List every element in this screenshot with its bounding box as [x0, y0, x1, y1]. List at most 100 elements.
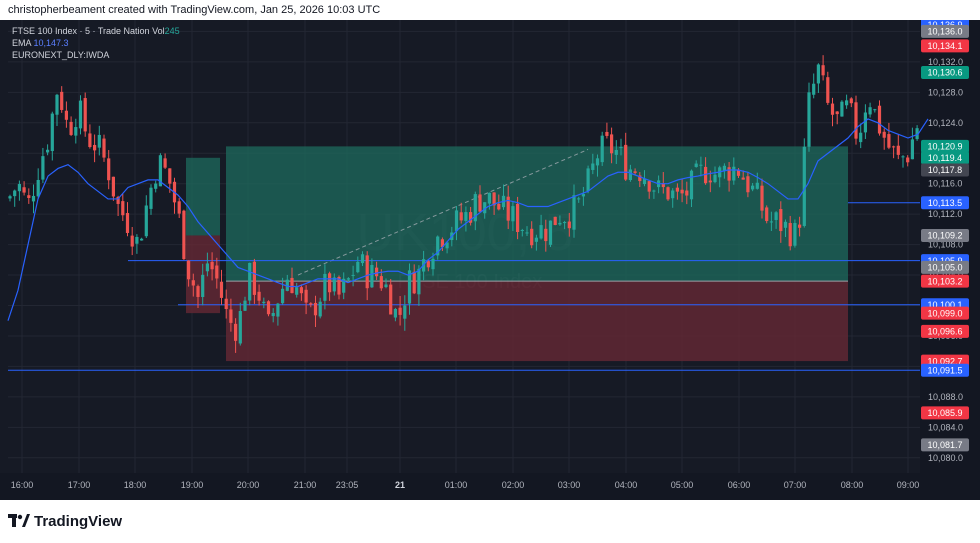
- price-badge: 10,109.2: [921, 228, 969, 242]
- candle-body: [389, 284, 393, 315]
- price-badge-bg: [921, 139, 969, 153]
- candle: [50, 111, 54, 161]
- candle-body: [534, 237, 538, 242]
- candle-body: [328, 273, 332, 293]
- candle: [572, 184, 576, 238]
- candle: [243, 296, 247, 312]
- candle-body: [342, 278, 346, 293]
- candle: [765, 205, 769, 224]
- candle: [412, 264, 416, 295]
- candle-body: [473, 194, 477, 222]
- candle: [534, 234, 538, 251]
- candle: [732, 157, 736, 185]
- candle-body: [539, 225, 543, 239]
- price-tick-label: 10,128.0: [928, 87, 963, 97]
- candle: [896, 134, 900, 160]
- candle-body: [78, 100, 83, 129]
- candle: [403, 295, 407, 331]
- candle: [121, 193, 125, 221]
- candle: [290, 267, 294, 294]
- candle: [389, 278, 393, 315]
- price-badge-label: 10,117.8: [928, 165, 962, 175]
- candle: [360, 251, 365, 267]
- candle-body: [83, 98, 87, 132]
- price-badge-bg: [921, 363, 969, 377]
- candle-body: [69, 121, 73, 135]
- candle-body: [840, 101, 844, 117]
- candle-body: [708, 180, 712, 183]
- candle: [318, 297, 322, 319]
- candle-body: [595, 158, 600, 166]
- candle-body: [647, 181, 651, 192]
- candle: [530, 221, 534, 249]
- price-badge-bg: [921, 163, 969, 177]
- candle-body: [417, 268, 421, 295]
- candle-body: [459, 212, 463, 221]
- credit-text: christopherbeament created with TradingV…: [8, 4, 381, 16]
- candle: [520, 228, 524, 237]
- candle-body: [652, 190, 656, 192]
- candle: [877, 100, 882, 136]
- candle-body: [628, 169, 632, 181]
- legend-overlay: EURONEXT_DLY:IWDA: [12, 50, 110, 60]
- candle: [78, 95, 83, 135]
- candle: [445, 241, 449, 254]
- candle: [238, 302, 242, 346]
- candle: [675, 183, 679, 200]
- price-badge-bg: [921, 274, 969, 288]
- candle-body: [464, 212, 468, 221]
- candle-body: [125, 213, 130, 233]
- candle-body: [219, 281, 224, 298]
- price-badge-label: 10,085.9: [927, 408, 962, 418]
- footer: TradingView: [0, 500, 980, 543]
- candle: [13, 189, 17, 207]
- candle-body: [299, 287, 303, 294]
- candle-body: [830, 103, 835, 115]
- candle: [910, 127, 914, 160]
- time-tick-label: 21:00: [294, 480, 317, 490]
- price-badge-bg: [921, 151, 969, 165]
- candle-body: [769, 221, 773, 223]
- candle-body: [88, 133, 92, 147]
- candle-body: [375, 267, 379, 277]
- credit-bar: christopherbeament created with TradingV…: [0, 0, 980, 20]
- candle: [31, 184, 36, 214]
- candle: [41, 147, 45, 184]
- candle-body: [276, 303, 280, 317]
- candle: [459, 202, 463, 224]
- candle-body: [130, 235, 134, 247]
- candle-body: [736, 169, 741, 176]
- candle-body: [558, 222, 562, 225]
- candle: [299, 284, 303, 301]
- candle: [149, 184, 153, 215]
- chart-area[interactable]: UK100, 5FTSE 100 Index10,136.010,132.010…: [0, 20, 980, 500]
- legend-vol-label: Vol: [152, 26, 165, 36]
- candle-body: [229, 309, 233, 323]
- price-badge-label: 10,134.1: [927, 41, 962, 51]
- candle: [309, 302, 313, 308]
- price-badge-bg: [921, 406, 969, 420]
- candle: [553, 216, 557, 226]
- candle-body: [346, 278, 350, 280]
- candle-body: [93, 144, 97, 151]
- candle-body: [506, 196, 510, 221]
- candle-body: [906, 157, 910, 163]
- candle: [854, 95, 858, 145]
- candle: [107, 150, 111, 190]
- candle: [647, 179, 651, 199]
- candle-body: [111, 176, 115, 197]
- price-tick-label: 10,108.0: [928, 240, 963, 250]
- candlestick-chart[interactable]: UK100, 5FTSE 100 Index10,136.010,132.010…: [0, 20, 980, 500]
- candle-body: [351, 274, 355, 276]
- candle-body: [74, 127, 78, 136]
- candle-body: [516, 203, 520, 233]
- candle: [125, 202, 130, 237]
- candle: [619, 138, 623, 156]
- price-tick-label: 10,116.0: [928, 179, 962, 189]
- price-badge: 10,120.9: [921, 139, 969, 153]
- candle-body: [581, 194, 585, 197]
- brand-name[interactable]: TradingView: [34, 513, 123, 530]
- candle-body: [191, 280, 195, 286]
- candle: [417, 265, 421, 306]
- candle: [93, 134, 97, 163]
